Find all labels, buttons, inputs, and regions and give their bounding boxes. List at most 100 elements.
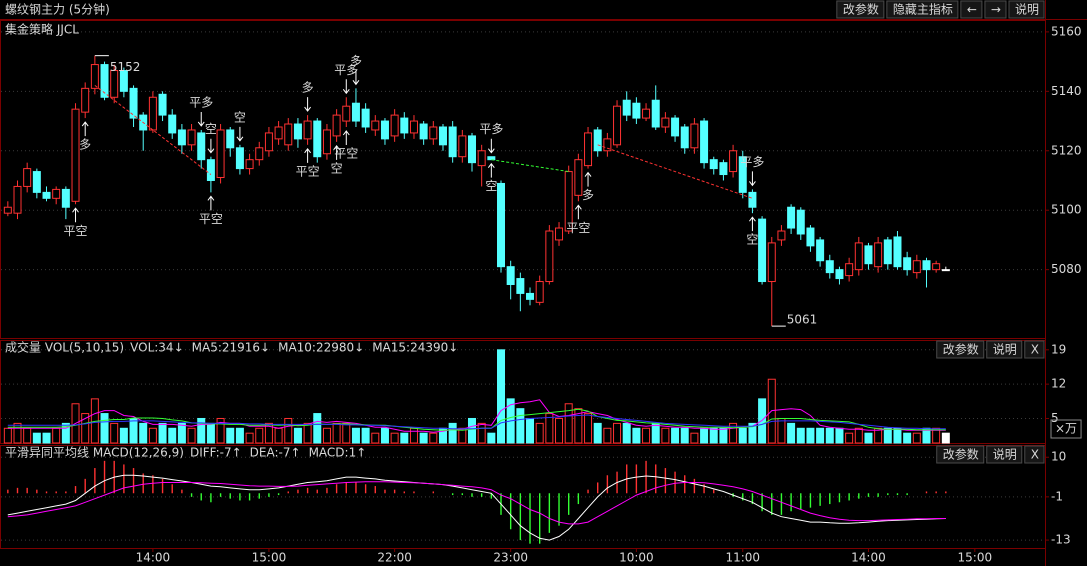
y-tick-label: 5080 xyxy=(1051,262,1082,276)
signal-arrow xyxy=(72,207,79,223)
candle-body xyxy=(816,239,825,262)
candle-body xyxy=(351,102,360,122)
x-tick-label: 15:00 xyxy=(252,551,287,565)
candle-body xyxy=(467,135,476,164)
y-tick-label: 5140 xyxy=(1051,84,1082,98)
signal-arrow xyxy=(342,79,350,95)
signal-arrow xyxy=(584,171,592,187)
volume-bar xyxy=(187,427,196,444)
button[interactable] xyxy=(984,0,1007,19)
candle-body xyxy=(545,230,554,283)
candle-body xyxy=(148,96,157,131)
candle-body xyxy=(748,191,757,208)
candle-body xyxy=(448,126,457,158)
button-label[interactable]: 说明 xyxy=(993,447,1017,462)
candle-body xyxy=(622,99,631,116)
y-tick-label: 5100 xyxy=(1051,203,1082,217)
volume-bar xyxy=(351,427,360,444)
candle-body xyxy=(661,117,670,128)
button-label[interactable]: 说明 xyxy=(1015,2,1039,17)
button[interactable] xyxy=(1024,445,1045,464)
button[interactable] xyxy=(1024,340,1045,359)
candle-body xyxy=(883,239,892,265)
candle-body xyxy=(690,123,699,149)
signal-label: 平多 xyxy=(740,155,764,169)
volume-bar xyxy=(719,427,728,444)
button[interactable] xyxy=(936,445,985,464)
volume-bar xyxy=(448,422,457,444)
candle-body xyxy=(216,129,225,179)
candle-body xyxy=(61,188,70,208)
candle-body xyxy=(322,129,331,155)
candle-body xyxy=(177,129,186,146)
candle-body xyxy=(274,126,283,140)
candle-body xyxy=(100,64,109,98)
volume-bar xyxy=(458,427,467,444)
button-label[interactable]: → xyxy=(991,3,1001,17)
candle-body xyxy=(932,263,941,271)
button[interactable] xyxy=(986,445,1023,464)
volume-bar xyxy=(574,408,583,444)
candle-body xyxy=(651,99,660,128)
volume-bar xyxy=(738,427,747,444)
y-tick-label: -1 xyxy=(1051,489,1063,503)
macd-line xyxy=(7,481,946,525)
candle-body xyxy=(361,108,370,128)
volume-bar xyxy=(854,427,863,444)
button[interactable] xyxy=(960,0,983,19)
candle-body xyxy=(584,132,593,167)
candle-body xyxy=(758,218,767,283)
volume-bar xyxy=(806,427,815,444)
volume-bar xyxy=(371,432,380,444)
button[interactable] xyxy=(936,340,985,359)
candle-body xyxy=(390,114,399,137)
panel-title: 成交量 VOL(5,10,15) xyxy=(5,340,124,355)
signal-arrow xyxy=(333,145,341,160)
volume-bar xyxy=(903,432,912,444)
x-tick-label: 11:00 xyxy=(725,551,760,565)
button[interactable] xyxy=(836,0,885,19)
candle-body xyxy=(796,209,805,235)
y-tick-label: 5160 xyxy=(1051,24,1082,38)
button[interactable] xyxy=(986,340,1023,359)
button-label[interactable]: ← xyxy=(967,3,977,17)
volume-bar xyxy=(671,427,680,444)
button-label[interactable]: X xyxy=(1031,448,1039,462)
candle-body xyxy=(574,159,583,196)
candle-body xyxy=(52,188,61,199)
y-tick-label: 5 xyxy=(1051,411,1059,425)
candle-body xyxy=(903,257,912,271)
candle-body xyxy=(332,114,341,137)
button-label[interactable]: 改参数 xyxy=(943,447,979,462)
legend-label: VOL:34↓ xyxy=(130,341,184,355)
signal-arrow xyxy=(207,195,215,211)
volume-bar xyxy=(332,422,341,444)
button-label[interactable]: 隐藏主指标 xyxy=(893,2,953,17)
button-label[interactable]: X xyxy=(1031,343,1039,357)
candle-body xyxy=(371,120,380,131)
volume-bar xyxy=(235,427,244,444)
button[interactable] xyxy=(886,0,959,19)
trend-line xyxy=(597,144,753,199)
candle-body xyxy=(555,227,564,241)
volume-bar xyxy=(835,427,844,444)
button-label[interactable]: 改参数 xyxy=(843,2,879,17)
volume-bar xyxy=(593,422,602,444)
signal-label: 多 xyxy=(302,81,314,95)
volume-bar xyxy=(864,432,873,444)
button-label[interactable]: 改参数 xyxy=(943,342,979,357)
candle-body xyxy=(642,108,651,119)
candle-body xyxy=(419,123,428,140)
volume-bar xyxy=(216,417,225,444)
volume-bar xyxy=(651,422,660,444)
signal-arrow xyxy=(749,216,756,232)
volume-bar xyxy=(322,427,331,444)
volume-bar xyxy=(922,427,931,444)
button[interactable] xyxy=(1008,0,1045,19)
volume-bar xyxy=(139,422,148,444)
volume-bar xyxy=(584,413,593,444)
trend-line xyxy=(94,84,212,175)
button-label[interactable]: 说明 xyxy=(993,342,1017,357)
volume-bar xyxy=(110,422,119,444)
candle-body xyxy=(835,269,844,280)
